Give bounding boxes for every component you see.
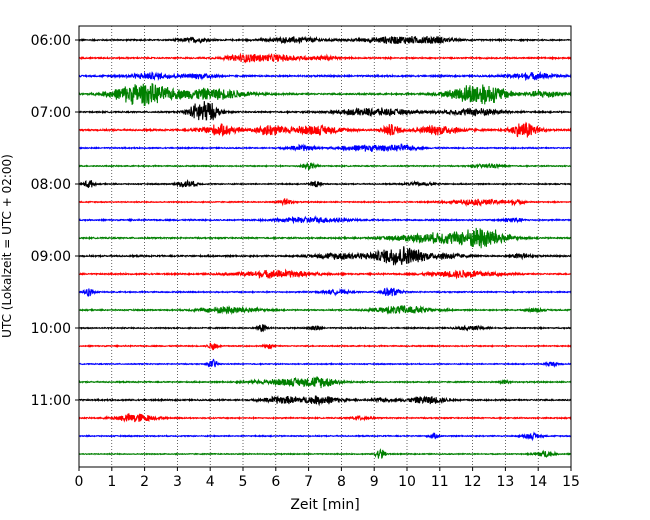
x-tick-label-2: 2 [140,474,149,490]
trace-0830 [78,215,572,225]
x-tick-label-1: 1 [107,474,116,490]
trace-1100 [78,395,572,407]
y-axis: 06:00 07:00 08:00 09:00 10:00 11:00 [31,33,79,409]
x-tick-label-12: 12 [464,474,482,490]
y-tick-label-0600: 06:00 [31,33,71,49]
x-tick-label-11: 11 [431,474,449,490]
x-tick-label-9: 9 [370,474,379,490]
trace-0945 [78,304,572,316]
x-tick-label-6: 6 [271,474,280,490]
y-tick-label-0800: 08:00 [31,177,71,193]
x-tick-label-4: 4 [206,474,215,490]
trace-layer [78,35,572,459]
x-tick-label-10: 10 [398,474,416,490]
x-tick-label-3: 3 [173,474,182,490]
x-tick-label-15: 15 [562,474,580,490]
trace-0730 [78,142,572,153]
trace-0915 [78,268,572,280]
y-tick-label-1000: 10:00 [31,321,71,337]
x-tick-label-13: 13 [496,474,514,490]
trace-0745 [78,161,572,171]
trace-1045 [78,375,572,389]
x-axis: 0 1 2 3 4 5 6 7 8 9 10 11 12 13 14 15 [75,467,580,490]
y-tick-label-1100: 11:00 [31,393,71,409]
trace-1145 [78,448,572,459]
x-tick-label-5: 5 [239,474,248,490]
trace-0715 [78,121,572,138]
x-tick-label-0: 0 [75,474,84,490]
trace-0600 [78,35,572,45]
x-tick-label-14: 14 [529,474,547,490]
plot-frame [78,25,572,468]
trace-1130 [78,431,572,442]
x-tick-label-7: 7 [304,474,313,490]
y-tick-label-0900: 09:00 [31,249,71,265]
trace-1015 [78,342,572,351]
y-axis-label: UTC (Lokalzeit = UTC + 02:00) [0,154,14,338]
trace-1115 [78,413,572,423]
trace-0930 [78,287,572,298]
y-tick-label-0700: 07:00 [31,105,71,121]
x-tick-label-8: 8 [337,474,346,490]
trace-0800 [78,179,572,188]
trace-0900 [78,246,572,266]
trace-1000 [78,324,572,333]
trace-0630 [78,71,572,81]
trace-0845 [78,227,572,249]
trace-0815 [78,197,572,207]
trace-0615 [78,52,572,64]
trace-0700 [78,101,572,121]
trace-0645 [78,83,572,106]
trace-1030 [78,358,572,368]
x-axis-label: Zeit [min] [290,497,359,513]
